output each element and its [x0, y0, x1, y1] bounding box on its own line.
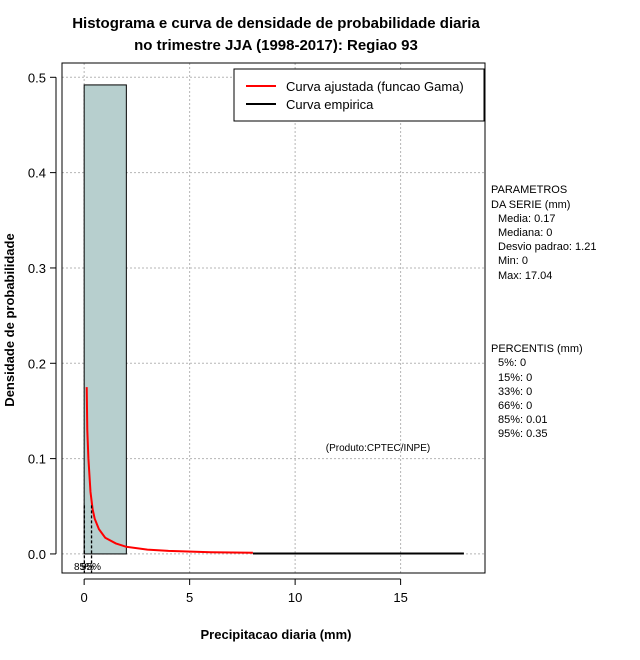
percentile-15: 15%: 0: [498, 372, 532, 384]
percentile-markers: [83, 505, 93, 573]
x-axis: 0 5 10 15: [81, 578, 408, 605]
histogram-bar-0: [83, 84, 127, 555]
parameter-mediana: Mediana: 0: [498, 227, 552, 239]
y-tick-label-0: 0.0: [28, 547, 46, 562]
y-tick-label-1: 0.1: [28, 452, 46, 467]
legend-label-empirical: Curva empirica: [286, 97, 374, 112]
percentile-95: 95%: 0.35: [498, 428, 548, 440]
percentile-label-85: 85%: [74, 562, 94, 573]
x-tick-label-2: 10: [288, 590, 302, 605]
parameters-title-line-2: DA SERIE (mm): [491, 199, 570, 211]
legend: Curva ajustada (funcao Gama) Curva empir…: [233, 68, 485, 122]
percentiles-title: PERCENTIS (mm): [491, 343, 583, 355]
y-tick-label-4: 0.4: [28, 166, 46, 181]
y-tick-label-3: 0.3: [28, 261, 46, 276]
chart-title-line-1: Histograma e curva de densidade de proba…: [72, 15, 480, 32]
parameter-desvio: Desvio padrao: 1.21: [498, 241, 596, 253]
parameter-media: Media: 0.17: [498, 213, 555, 225]
percentiles-panel: PERCENTIS (mm) 5%: 0 15%: 0 33%: 0 66%: …: [491, 343, 583, 440]
parameters-title-line-1: PARAMETROS: [491, 184, 567, 196]
legend-label-gamma: Curva ajustada (funcao Gama): [286, 79, 464, 94]
percentile-5: 5%: 0: [498, 357, 526, 369]
percentile-66: 66%: 0: [498, 400, 532, 412]
percentile-33: 33%: 0: [498, 386, 532, 398]
percentile-85: 85%: 0.01: [498, 414, 548, 426]
y-axis: 0.0 0.1 0.2 0.3 0.4 0.5: [28, 70, 57, 562]
x-tick-label-1: 5: [186, 590, 193, 605]
parameter-max: Max: 17.04: [498, 270, 552, 282]
series-line-0: [85, 387, 253, 554]
percentile-label-95: 95%: [81, 562, 101, 573]
parameters-panel: PARAMETROS DA SERIE (mm) Media: 0.17 Med…: [491, 184, 596, 282]
y-axis-label: Densidade de probabilidade: [2, 233, 17, 406]
x-tick-label-0: 0: [81, 590, 88, 605]
histogram-bars: [83, 84, 127, 555]
plot-frame: [61, 62, 486, 574]
legend-box: [233, 68, 485, 122]
x-tick-label-3: 15: [393, 590, 407, 605]
chart-title-line-2: no trimestre JJA (1998-2017): Regiao 93: [134, 37, 418, 54]
product-annotation: (Produto:CPTEC/INPE): [326, 443, 430, 454]
series-lines: [85, 387, 464, 555]
parameter-min: Min: 0: [498, 255, 528, 267]
y-tick-label-5: 0.5: [28, 70, 46, 85]
x-axis-label: Precipitacao diaria (mm): [201, 627, 352, 642]
y-tick-label-2: 0.2: [28, 356, 46, 371]
